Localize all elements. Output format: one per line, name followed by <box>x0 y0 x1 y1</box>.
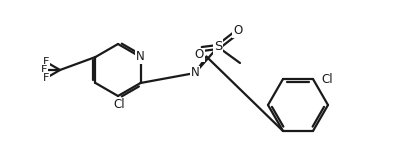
Text: O: O <box>194 48 204 62</box>
Text: F: F <box>43 73 49 83</box>
Text: Cl: Cl <box>113 99 125 111</box>
Text: S: S <box>214 40 222 54</box>
Text: F: F <box>41 65 47 75</box>
Text: N: N <box>136 51 145 63</box>
Text: O: O <box>233 24 243 38</box>
Text: Cl: Cl <box>321 72 333 86</box>
Text: N: N <box>191 66 199 80</box>
Text: F: F <box>43 57 49 67</box>
